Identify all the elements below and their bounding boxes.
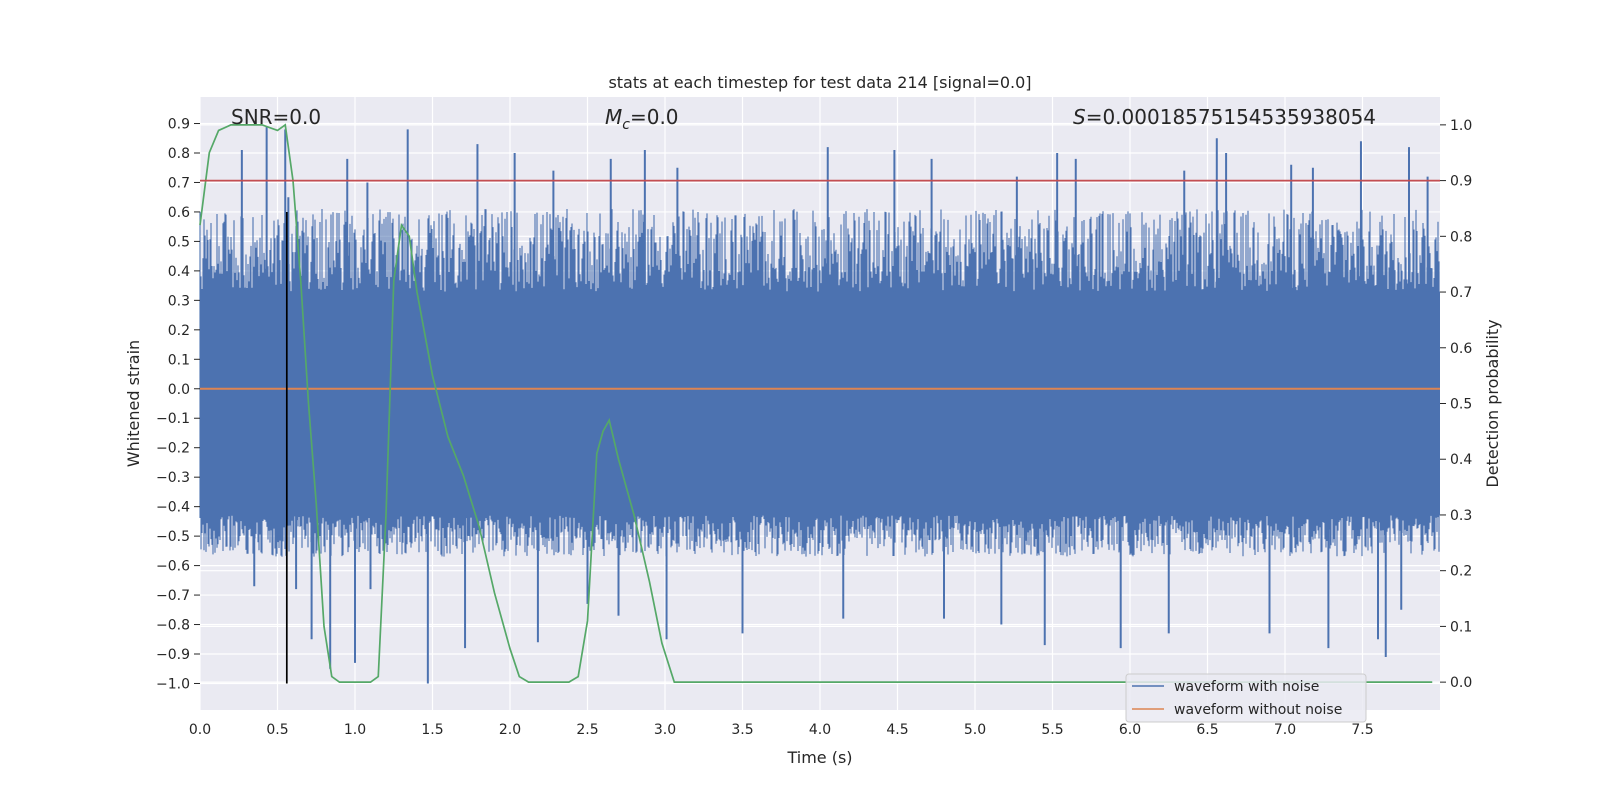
y-tick-label: 0.8 bbox=[168, 146, 190, 162]
y-tick-label: −0.7 bbox=[156, 588, 190, 604]
x-tick-label: 3.0 bbox=[654, 722, 676, 738]
y2-tick-label: 0.7 bbox=[1450, 285, 1472, 301]
x-tick-label: 6.5 bbox=[1196, 722, 1218, 738]
x-axis-label: Time (s) bbox=[786, 748, 852, 767]
y-tick-label: −0.2 bbox=[156, 441, 190, 457]
y2-tick-label: 0.9 bbox=[1450, 174, 1472, 190]
noise-band bbox=[200, 291, 1440, 516]
x-tick-label: 3.5 bbox=[731, 722, 753, 738]
x-tick-label: 7.0 bbox=[1274, 722, 1296, 738]
y2-tick-label: 0.8 bbox=[1450, 229, 1472, 245]
y-tick-label: −0.4 bbox=[156, 500, 190, 516]
y-tick-label: −1.0 bbox=[156, 676, 190, 692]
y-tick-label: 0.9 bbox=[168, 117, 190, 133]
score-annotation: S=0.00018575154535938054 bbox=[1073, 105, 1376, 129]
y-tick-label: −0.1 bbox=[156, 411, 190, 427]
y-tick-label: −0.5 bbox=[156, 529, 190, 545]
y-tick-label: −0.6 bbox=[156, 559, 190, 575]
legend-label-waveform-without-noise: waveform without noise bbox=[1174, 702, 1342, 718]
y-tick-label: 0.6 bbox=[168, 205, 190, 221]
chirp-mass-annotation: Mc=0.0 bbox=[605, 105, 679, 133]
y2-tick-label: 0.1 bbox=[1450, 619, 1472, 635]
snr-annotation: SNR=0.0 bbox=[231, 105, 321, 129]
y2-tick-label: 1.0 bbox=[1450, 118, 1472, 134]
legend: waveform with noise waveform without noi… bbox=[1125, 673, 1367, 723]
chirp-mass-subscript: c bbox=[622, 117, 630, 133]
y-tick-label: −0.8 bbox=[156, 618, 190, 634]
y2-tick-label: 0.3 bbox=[1450, 508, 1472, 524]
y2-tick-label: 0.4 bbox=[1450, 452, 1472, 468]
score-symbol: S bbox=[1073, 105, 1086, 129]
chart-title: stats at each timestep for test data 214… bbox=[608, 73, 1031, 92]
y-tick-label: 0.1 bbox=[168, 352, 190, 368]
y-axis-ticks: 0.9 0.8 0.7 0.6 0.5 0.4 0.3 0.2 0.1 0.0 −0.1 −0.2 −0… bbox=[156, 117, 200, 692]
y-tick-label: 0.4 bbox=[168, 264, 190, 280]
x-tick-label: 1.0 bbox=[344, 722, 366, 738]
y-axis-label: Whitened strain bbox=[124, 340, 143, 467]
score-value: =0.00018575154535938054 bbox=[1086, 105, 1376, 129]
legend-box bbox=[1125, 673, 1367, 723]
x-tick-label: 2.0 bbox=[499, 722, 521, 738]
x-tick-label: 7.5 bbox=[1351, 722, 1373, 738]
waveform-with-noise-series bbox=[199, 126, 1440, 684]
line-series-group bbox=[199, 123, 1440, 684]
y-tick-label: 0.5 bbox=[168, 234, 190, 250]
x-tick-label: 5.5 bbox=[1041, 722, 1063, 738]
x-tick-label: 2.5 bbox=[576, 722, 598, 738]
x-tick-label: 5.0 bbox=[964, 722, 986, 738]
y2-tick-label: 0.0 bbox=[1450, 675, 1472, 691]
y-tick-label: −0.3 bbox=[156, 470, 190, 486]
x-axis-ticks: 0.0 0.5 1.0 1.5 2.0 2.5 3.0 3.5 4.0 4.5 5.0 5.5 6.0 6… bbox=[189, 722, 1374, 738]
y2-axis-label: Detection probability bbox=[1483, 319, 1502, 487]
y-tick-label: 0.0 bbox=[168, 382, 190, 398]
y-tick-label: 0.2 bbox=[168, 323, 190, 339]
x-tick-label: 4.0 bbox=[809, 722, 831, 738]
chirp-mass-value: =0.0 bbox=[630, 105, 679, 129]
y2-tick-label: 0.6 bbox=[1450, 341, 1472, 357]
legend-label-waveform-with-noise: waveform with noise bbox=[1174, 679, 1319, 695]
y-tick-label: −0.9 bbox=[156, 647, 190, 663]
y2-tick-label: 0.5 bbox=[1450, 397, 1472, 413]
x-tick-label: 0.0 bbox=[189, 722, 211, 738]
y2-axis-ticks: 1.0 0.9 0.8 0.7 0.6 0.5 0.4 0.3 0.2 0.1 0.0 bbox=[1440, 118, 1472, 691]
y-tick-label: 0.7 bbox=[168, 175, 190, 191]
x-tick-label: 4.5 bbox=[886, 722, 908, 738]
x-tick-label: 6.0 bbox=[1119, 722, 1141, 738]
y-tick-label: 0.3 bbox=[168, 293, 190, 309]
x-tick-label: 0.5 bbox=[266, 722, 288, 738]
y2-tick-label: 0.2 bbox=[1450, 564, 1472, 580]
chirp-mass-symbol: M bbox=[605, 105, 622, 129]
detection-probability-line bbox=[199, 123, 1433, 683]
x-tick-label: 1.5 bbox=[421, 722, 443, 738]
